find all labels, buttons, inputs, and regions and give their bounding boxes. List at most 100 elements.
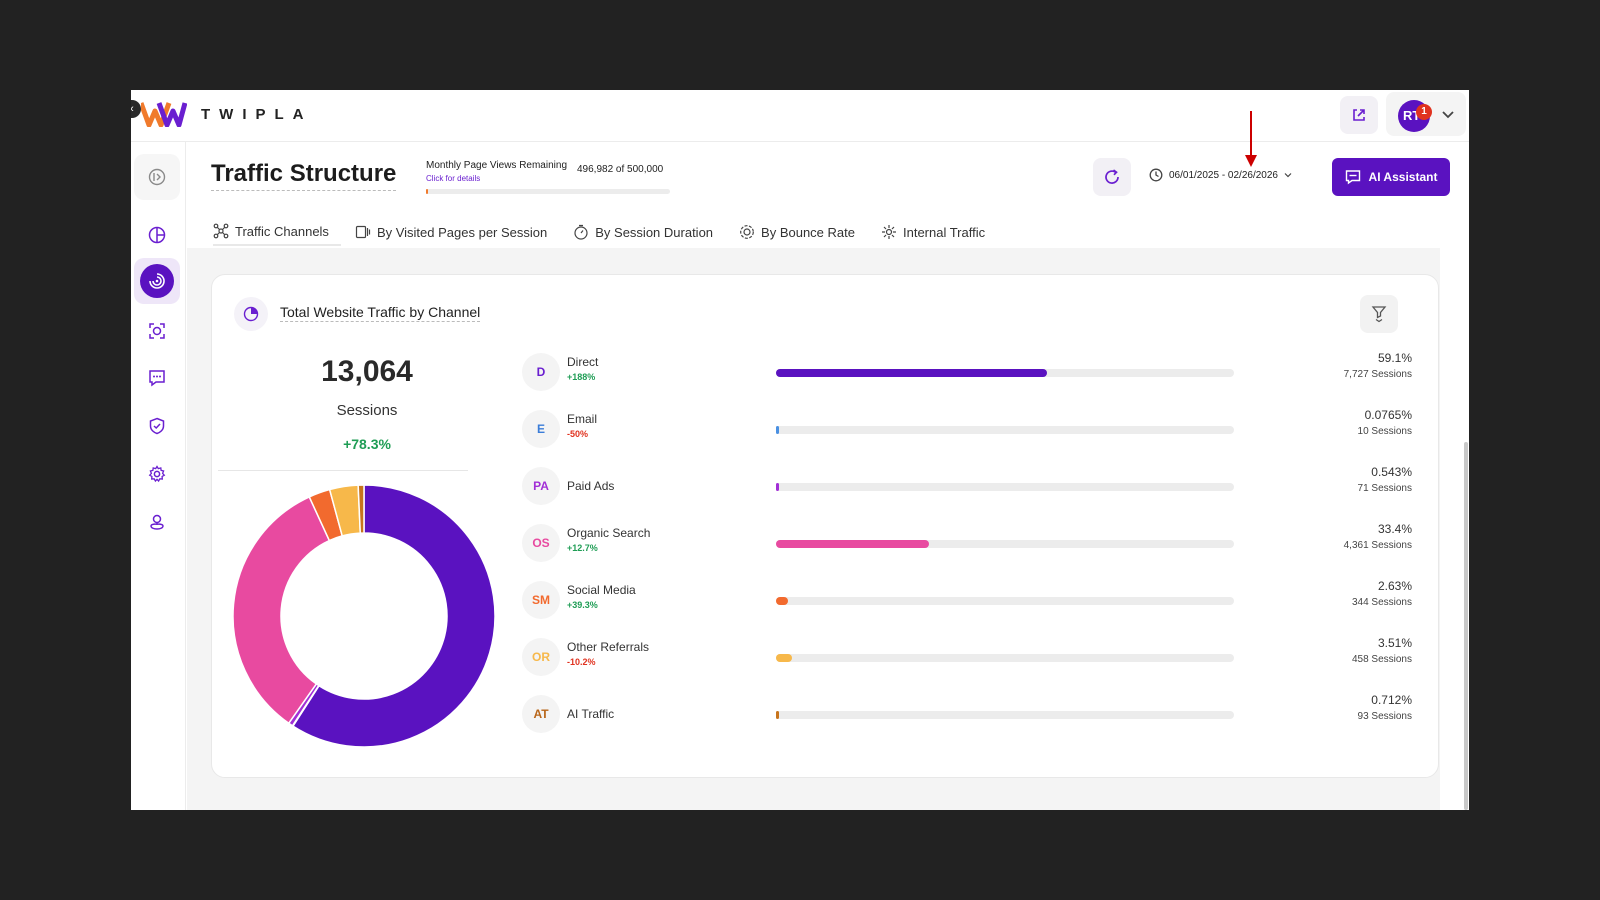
channel-change: -10.2% bbox=[567, 657, 596, 667]
channel-name: Email bbox=[567, 412, 598, 426]
sessions-change: +78.3% bbox=[343, 436, 391, 452]
tab-label: By Visited Pages per Session bbox=[376, 224, 548, 240]
top-bar: ‹ TWIPLA RT 1 bbox=[131, 90, 1469, 142]
channel-percent: 0.543% bbox=[1371, 465, 1412, 479]
timer-icon bbox=[574, 224, 588, 240]
pie-chart-icon bbox=[243, 306, 259, 322]
page-views-label: Monthly Page Views Remaining bbox=[426, 160, 568, 171]
channel-bar-track bbox=[776, 426, 1234, 434]
filter-icon bbox=[1371, 306, 1387, 323]
notification-badge: 1 bbox=[1416, 104, 1432, 120]
tab-label: Traffic Channels bbox=[235, 223, 329, 239]
channel-bar-track bbox=[776, 654, 1234, 662]
sidebar-item-recordings[interactable] bbox=[134, 308, 180, 354]
app-window: ‹ TWIPLA RT 1 bbox=[131, 90, 1469, 810]
tab-bounce-rate[interactable]: By Bounce Rate bbox=[739, 218, 867, 246]
filter-button[interactable] bbox=[1360, 295, 1398, 333]
page-title: Traffic Structure bbox=[211, 160, 397, 191]
channel-bar-track bbox=[776, 483, 1234, 491]
refresh-icon bbox=[1105, 169, 1119, 184]
sidebar-item-feedback[interactable] bbox=[134, 355, 180, 401]
logo-text: TWIPLA bbox=[201, 106, 313, 123]
sidebar bbox=[131, 142, 186, 810]
user-menu[interactable]: RT 1 bbox=[1386, 92, 1466, 136]
channel-bar-fill bbox=[776, 426, 779, 434]
channel-bar-fill bbox=[776, 654, 793, 662]
clock-icon bbox=[1149, 168, 1163, 182]
sidebar-item-expand[interactable] bbox=[134, 154, 180, 200]
channel-bar-track bbox=[776, 597, 1234, 605]
bounce-icon bbox=[740, 225, 754, 239]
chevron-down-icon[interactable] bbox=[1440, 106, 1456, 122]
open-external-button[interactable] bbox=[1340, 96, 1378, 134]
channel-name: Organic Search bbox=[567, 526, 651, 540]
twipla-logo-icon bbox=[141, 102, 187, 127]
channel-bar-fill bbox=[776, 483, 779, 491]
card-icon bbox=[234, 297, 268, 331]
chevron-down-icon bbox=[1284, 173, 1292, 178]
channel-bar-fill bbox=[776, 597, 789, 605]
channel-badge: AT bbox=[522, 695, 560, 733]
channel-row[interactable]: AT AI Traffic 0.712% 93 Sessions bbox=[522, 693, 1412, 737]
channel-badge: D bbox=[522, 353, 560, 391]
channel-badge: PA bbox=[522, 467, 560, 505]
channel-bar-fill bbox=[776, 540, 929, 548]
sessions-label: Sessions bbox=[336, 402, 398, 419]
channel-change: +39.3% bbox=[567, 600, 598, 610]
tab-label: Internal Traffic bbox=[902, 224, 986, 240]
donut-slice[interactable] bbox=[232, 495, 331, 725]
traffic-by-channel-card: Total Website Traffic by Channel 13,064 … bbox=[211, 274, 1439, 778]
channel-bar-fill bbox=[776, 711, 780, 719]
collapse-sidebar-button[interactable]: ‹ bbox=[131, 100, 141, 118]
shield-check-icon bbox=[149, 417, 165, 435]
channel-row[interactable]: OS Organic Search +12.7% 33.4% 4,361 Session… bbox=[522, 522, 1412, 566]
traffic-donut-chart bbox=[232, 484, 496, 748]
channel-sessions: 458 Sessions bbox=[1351, 654, 1412, 665]
sidebar-item-traffic[interactable] bbox=[134, 258, 180, 304]
sidebar-item-settings[interactable] bbox=[134, 451, 180, 497]
card-title: Total Website Traffic by Channel bbox=[280, 304, 481, 322]
channel-badge: OS bbox=[522, 524, 560, 562]
tab-traffic-channels[interactable]: Traffic Channels bbox=[213, 218, 341, 246]
tab-session-duration[interactable]: By Session Duration bbox=[573, 218, 725, 246]
traffic-spiral-icon bbox=[149, 273, 165, 289]
channel-badge: SM bbox=[522, 581, 560, 619]
channel-row[interactable]: OR Other Referrals -10.2% 3.51% 458 Sessions bbox=[522, 636, 1412, 680]
sidebar-item-location[interactable] bbox=[134, 499, 180, 545]
date-range-picker[interactable]: 06/01/2025 - 02/26/2026 bbox=[1149, 168, 1292, 182]
tab-label: By Session Duration bbox=[595, 224, 714, 240]
channel-sessions: 10 Sessions bbox=[1357, 426, 1412, 437]
sidebar-item-dashboard[interactable] bbox=[134, 212, 180, 258]
channel-bar-track bbox=[776, 711, 1234, 719]
chat-icon bbox=[1345, 170, 1360, 185]
sidebar-item-security[interactable] bbox=[134, 403, 180, 449]
channel-percent: 3.51% bbox=[1377, 636, 1412, 650]
ai-assistant-button[interactable]: AI Assistant bbox=[1332, 158, 1450, 196]
channel-change: +188% bbox=[567, 372, 596, 382]
channel-percent: 0.712% bbox=[1371, 693, 1412, 707]
channel-bar-track bbox=[776, 369, 1234, 377]
channel-bar-track bbox=[776, 540, 1234, 548]
channel-percent: 33.4% bbox=[1377, 522, 1412, 536]
channel-row[interactable]: D Direct +188% 59.1% 7,727 Sessions bbox=[522, 351, 1412, 395]
channel-row[interactable]: SM Social Media +39.3% 2.63% 344 Sessions bbox=[522, 579, 1412, 623]
chat-icon bbox=[149, 370, 165, 387]
channel-bar-fill bbox=[776, 369, 1047, 377]
scrollbar[interactable] bbox=[1464, 442, 1468, 810]
refresh-button[interactable] bbox=[1093, 158, 1131, 196]
tab-internal-traffic[interactable]: Internal Traffic bbox=[881, 218, 997, 246]
divider bbox=[218, 470, 468, 471]
channel-row[interactable]: E Email -50% 0.0765% 10 Sessions bbox=[522, 408, 1412, 452]
tab-visited-pages[interactable]: By Visited Pages per Session bbox=[355, 218, 559, 246]
channel-name: Other Referrals bbox=[567, 640, 650, 654]
channel-row[interactable]: PA Paid Ads 0.543% 71 Sessions bbox=[522, 465, 1412, 509]
page-views-details-link[interactable]: Click for details bbox=[426, 174, 481, 183]
channel-name: Social Media bbox=[567, 583, 636, 597]
pie-chart-icon bbox=[148, 226, 166, 244]
date-range-text: 06/01/2025 - 02/26/2026 bbox=[1169, 169, 1278, 181]
donut-slice[interactable] bbox=[357, 484, 365, 534]
page-views-value: 496,982 of 500,000 bbox=[577, 164, 664, 175]
camera-focus-icon bbox=[149, 323, 165, 339]
donut-slice[interactable] bbox=[291, 484, 496, 748]
internal-icon bbox=[881, 225, 896, 239]
